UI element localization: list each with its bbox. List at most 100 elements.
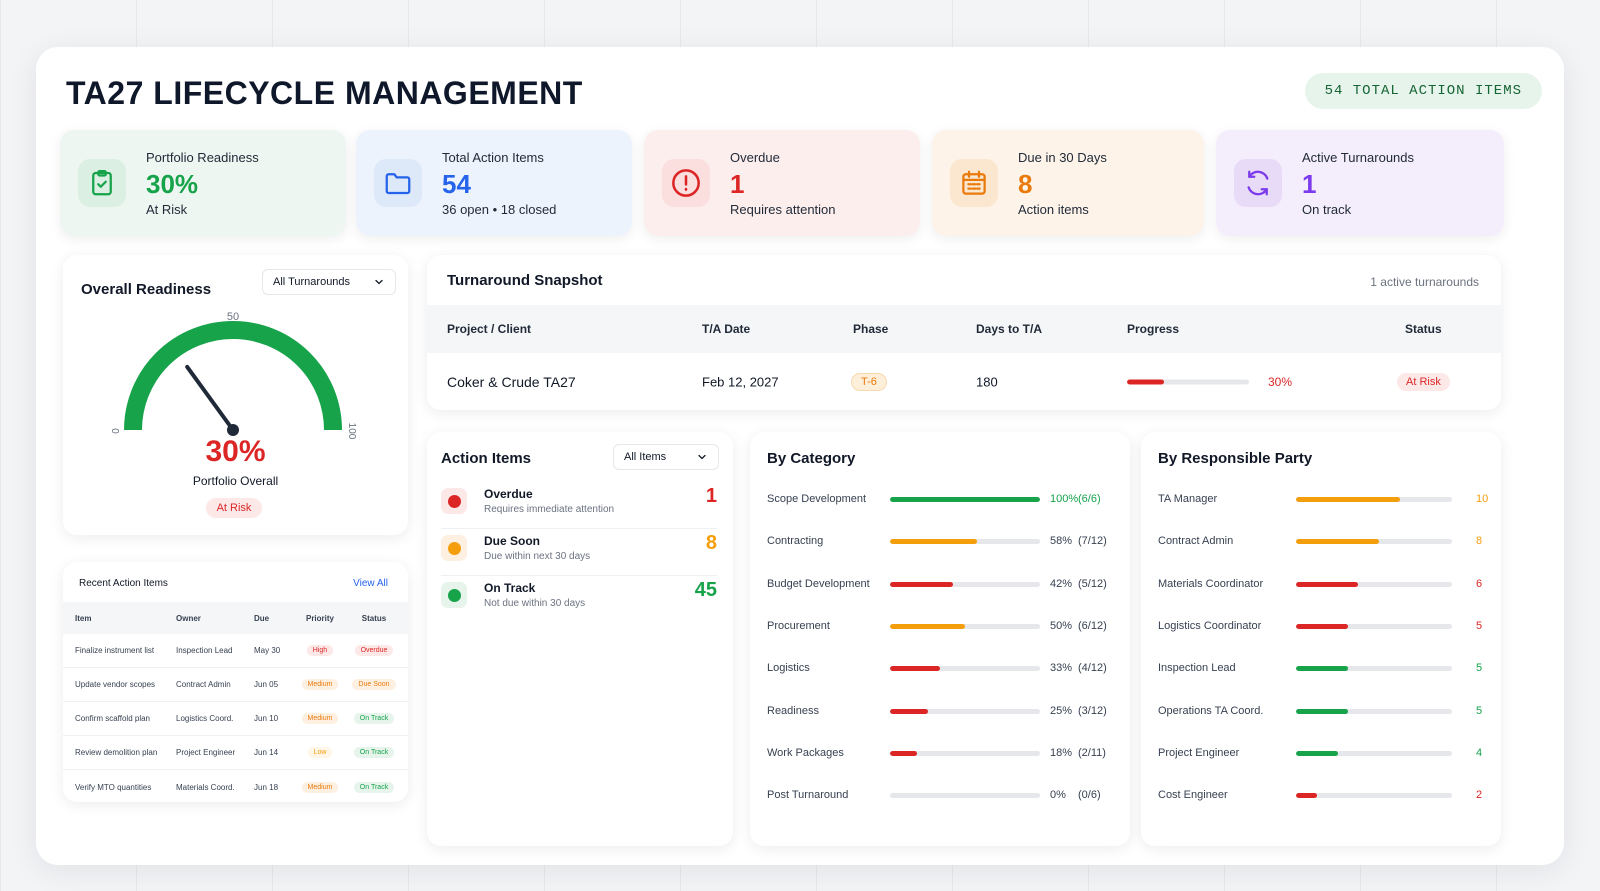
priority-badge: Medium bbox=[301, 713, 339, 724]
status-badge: On Track bbox=[353, 781, 395, 793]
kpi-card-portfolio-readiness[interactable]: Portfolio Readiness 30% At Risk bbox=[60, 130, 346, 236]
action-summary-overdue[interactable]: Overdue Requires immediate attention 1 bbox=[441, 482, 717, 529]
category-ratio: (4/12) bbox=[1078, 662, 1107, 675]
action-summary-count: 45 bbox=[694, 579, 717, 601]
category-percent: 50% bbox=[1050, 619, 1073, 632]
by-responsible-party-card: By Responsible Party TA Manager 10 Contrac… bbox=[1141, 432, 1501, 846]
bar-label: Post Turnaround bbox=[767, 789, 849, 802]
dashboard-frame: TA27 LIFECYCLE MANAGEMENT 54 TOTAL ACTIO… bbox=[36, 47, 1564, 865]
priority-badge: Low bbox=[307, 747, 333, 758]
cell-owner: Materials Coord. bbox=[176, 782, 235, 792]
overall-readiness-title: Overall Readiness bbox=[81, 281, 212, 298]
action-summary-on-track[interactable]: On Track Not due within 30 days 45 bbox=[441, 576, 717, 623]
table-row[interactable]: Confirm scaffold plan Logistics Coord. J… bbox=[63, 702, 408, 736]
column-header-days[interactable]: Days to T/A bbox=[976, 322, 1043, 336]
cell-due: Jun 18 bbox=[254, 782, 279, 792]
bar-fill bbox=[1296, 497, 1400, 502]
column-header-item[interactable]: Item bbox=[75, 613, 92, 623]
party-row: Project Engineer 4 bbox=[1158, 744, 1488, 764]
status-dot-icon bbox=[441, 488, 467, 514]
bar-label: Cost Engineer bbox=[1158, 789, 1228, 802]
gauge-hub bbox=[227, 424, 239, 436]
category-row: Readiness 25% (3/12) bbox=[767, 702, 1117, 722]
column-header-status[interactable]: Status bbox=[1405, 322, 1442, 336]
bar-track bbox=[1296, 497, 1452, 502]
view-all-link[interactable]: View All bbox=[353, 578, 388, 589]
kpi-row: Portfolio Readiness 30% At Risk Total Ac… bbox=[60, 130, 1544, 236]
kpi-card-active-turnarounds[interactable]: Active Turnarounds 1 On track bbox=[1216, 130, 1504, 236]
column-header-owner[interactable]: Owner bbox=[176, 613, 201, 623]
column-header-due[interactable]: Due bbox=[254, 613, 270, 623]
table-row[interactable]: Update vendor scopes Contract Admin Jun … bbox=[63, 668, 408, 702]
bar-fill bbox=[890, 497, 1040, 502]
action-summary-due-soon[interactable]: Due Soon Due within next 30 days 8 bbox=[441, 529, 717, 576]
readiness-gauge: 0 50 100 bbox=[111, 311, 357, 440]
party-row: Cost Engineer 2 bbox=[1158, 786, 1488, 806]
party-count: 8 bbox=[1476, 535, 1483, 548]
bar-track bbox=[1296, 666, 1452, 672]
action-items-filter-value: All Items bbox=[624, 451, 667, 463]
kpi-label: Overdue bbox=[730, 149, 780, 165]
gauge-arc bbox=[124, 321, 342, 431]
bar-label: Operations TA Coord. bbox=[1158, 704, 1264, 717]
kpi-value: 8 bbox=[1018, 168, 1033, 199]
bar-track bbox=[1296, 623, 1452, 629]
status-badge: Overdue bbox=[354, 645, 394, 656]
party-count: 2 bbox=[1476, 789, 1483, 802]
bar-fill bbox=[1296, 581, 1359, 587]
party-count: 6 bbox=[1476, 577, 1483, 590]
bar-label: Logistics bbox=[767, 662, 810, 675]
bar-track bbox=[890, 750, 1040, 756]
column-header-progress[interactable]: Progress bbox=[1127, 322, 1180, 336]
column-header-status[interactable]: Status bbox=[361, 613, 387, 623]
bar-track bbox=[1296, 581, 1452, 587]
cell-due: Jun 14 bbox=[254, 748, 279, 757]
column-header-priority[interactable]: Priority bbox=[305, 613, 334, 623]
by-category-title: By Category bbox=[767, 450, 856, 467]
priority-badge: High bbox=[306, 645, 334, 656]
action-summary-title: Overdue bbox=[484, 487, 533, 501]
party-count: 5 bbox=[1476, 662, 1483, 675]
status-dot-icon bbox=[441, 582, 467, 608]
table-row[interactable]: Coker & Crude TA27 Feb 12, 2027 T-6 180 … bbox=[427, 353, 1501, 410]
column-header-phase[interactable]: Phase bbox=[853, 322, 889, 336]
table-row[interactable]: Review demolition plan Project Engineer … bbox=[63, 736, 408, 770]
bar-fill bbox=[1296, 623, 1348, 629]
days-to-ta: 180 bbox=[976, 374, 998, 389]
cell-owner: Inspection Lead bbox=[176, 646, 233, 655]
kpi-value: 54 bbox=[442, 168, 471, 199]
active-turnarounds-count: 1 active turnarounds bbox=[1370, 275, 1479, 289]
action-summary-count: 8 bbox=[705, 532, 717, 554]
category-ratio: (7/12) bbox=[1078, 535, 1107, 548]
bar-fill bbox=[1296, 539, 1380, 545]
table-row[interactable]: Verify MTO quantities Materials Coord. J… bbox=[63, 770, 408, 802]
recent-action-items-title: Recent Action Items bbox=[79, 578, 168, 589]
gauge-mid-label: 50 bbox=[227, 311, 239, 323]
by-category-card: By Category Scope Development 100% (6/6) Co… bbox=[750, 432, 1130, 846]
column-header-project[interactable]: Project / Client bbox=[447, 322, 532, 336]
table-header: Item Owner Due Priority Status bbox=[63, 602, 408, 634]
turnaround-filter-select[interactable]: All Turnarounds bbox=[262, 269, 396, 295]
bar-fill bbox=[890, 623, 965, 629]
bar-fill bbox=[890, 539, 977, 545]
turnaround-filter-value: All Turnarounds bbox=[273, 276, 351, 288]
column-header-ta-date[interactable]: T/A Date bbox=[702, 322, 751, 336]
table-row[interactable]: Finalize instrument list Inspection Lead… bbox=[63, 634, 408, 668]
kpi-sub: On track bbox=[1302, 201, 1352, 217]
kpi-card-overdue[interactable]: Overdue 1 Requires attention bbox=[644, 130, 920, 236]
bar-label: Contracting bbox=[767, 535, 824, 548]
turnaround-snapshot-title: Turnaround Snapshot bbox=[447, 272, 603, 289]
bar-fill bbox=[890, 750, 917, 756]
bar-fill bbox=[1296, 793, 1317, 799]
kpi-card-total-action-items[interactable]: Total Action Items 54 36 open • 18 close… bbox=[356, 130, 632, 236]
bar-track bbox=[1296, 793, 1452, 799]
party-row: Materials Coordinator 6 bbox=[1158, 575, 1488, 595]
party-count: 5 bbox=[1476, 619, 1483, 632]
action-items-filter-select[interactable]: All Items bbox=[613, 444, 719, 470]
status-badge: Due Soon bbox=[352, 679, 396, 690]
category-percent: 100% bbox=[1050, 493, 1079, 505]
bar-fill bbox=[890, 666, 940, 672]
category-row: Work Packages 18% (2/11) bbox=[767, 744, 1117, 764]
progress-bar bbox=[1127, 379, 1249, 384]
kpi-card-due-in-30-days[interactable]: Due in 30 Days 8 Action items bbox=[932, 130, 1204, 236]
